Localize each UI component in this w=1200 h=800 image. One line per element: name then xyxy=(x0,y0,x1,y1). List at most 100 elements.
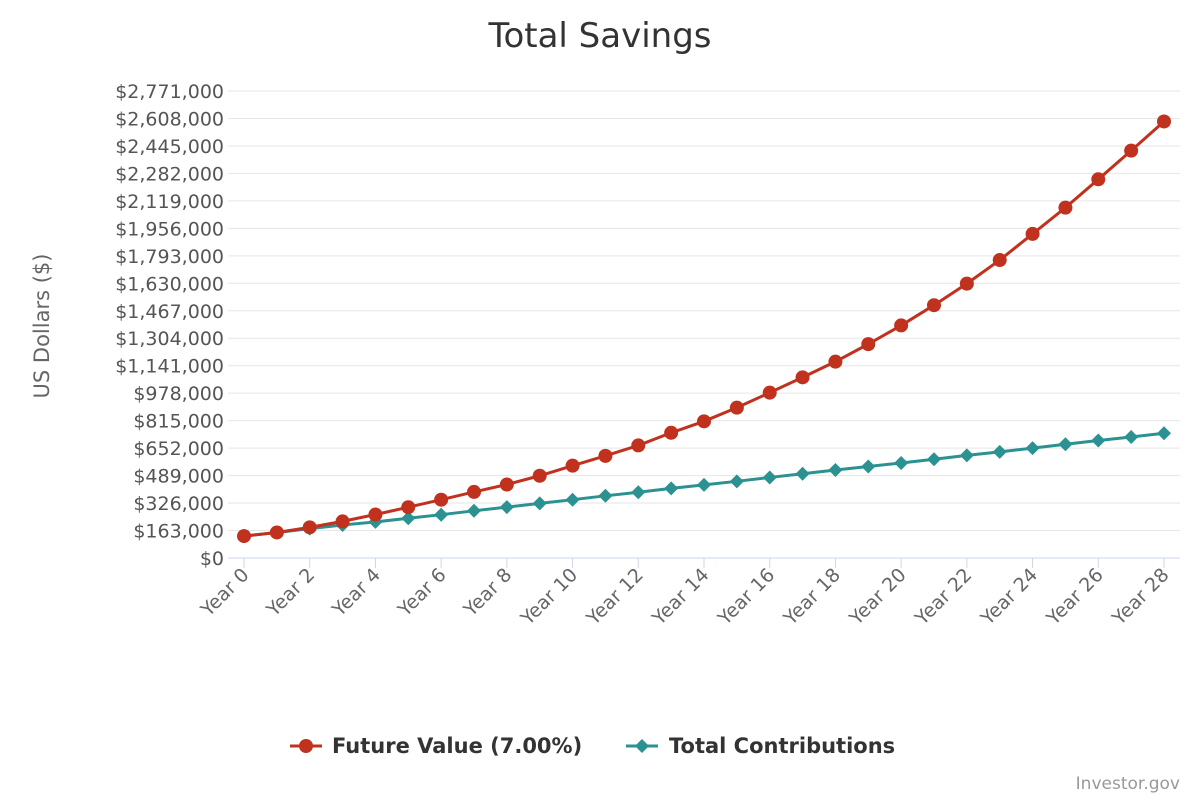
y-tick-label: $2,608,000 xyxy=(115,108,224,130)
data-point[interactable] xyxy=(664,481,679,496)
y-tick-label: $2,771,000 xyxy=(115,81,224,103)
data-point[interactable] xyxy=(532,468,547,483)
y-tick-label: $163,000 xyxy=(133,521,224,543)
y-tick-label: $978,000 xyxy=(133,383,224,405)
data-point[interactable] xyxy=(861,337,876,352)
data-point[interactable] xyxy=(467,503,481,518)
legend-marker xyxy=(299,739,313,753)
data-point[interactable] xyxy=(1124,143,1139,158)
data-point[interactable] xyxy=(894,455,909,470)
legend-item[interactable]: Future Value (7.00%) xyxy=(290,734,582,758)
x-tick-label: Year 22 xyxy=(910,564,976,630)
data-point[interactable] xyxy=(467,484,481,499)
x-axis-ticks: Year 0 Year 2 Year 4 Year 6 Year 8 Year 10 Yea… xyxy=(196,558,1174,630)
data-point[interactable] xyxy=(598,488,613,503)
data-point[interactable] xyxy=(729,400,744,415)
y-tick-label: $1,141,000 xyxy=(115,356,224,378)
x-tick-label: Year 14 xyxy=(647,564,713,630)
legend-item[interactable]: Total Contributions xyxy=(626,734,895,758)
data-point[interactable] xyxy=(434,492,449,507)
data-point[interactable] xyxy=(927,298,941,313)
data-point[interactable] xyxy=(401,511,416,526)
data-point[interactable] xyxy=(401,500,416,515)
x-tick-label: Year 6 xyxy=(393,564,451,622)
series-line xyxy=(243,120,1165,538)
data-point[interactable] xyxy=(729,474,744,489)
data-point[interactable] xyxy=(1091,433,1106,448)
data-point[interactable] xyxy=(828,463,843,478)
data-point[interactable] xyxy=(499,500,514,515)
data-point[interactable] xyxy=(565,458,580,473)
y-tick-label: $2,119,000 xyxy=(115,191,224,213)
data-point[interactable] xyxy=(959,448,974,463)
x-tick-label: Year 24 xyxy=(976,564,1042,630)
data-point[interactable] xyxy=(499,477,514,492)
legend-label: Total Contributions xyxy=(669,734,895,758)
legend-label: Future Value (7.00%) xyxy=(332,734,582,758)
data-point[interactable] xyxy=(795,466,810,481)
data-point[interactable] xyxy=(894,318,909,333)
data-point[interactable] xyxy=(1025,441,1040,456)
y-tick-label: $815,000 xyxy=(133,411,224,433)
x-tick-label: Year 10 xyxy=(516,564,582,630)
data-point[interactable] xyxy=(1025,226,1040,241)
y-tick-label: $1,630,000 xyxy=(115,273,224,295)
y-axis-ticks: $0 $163,000 $326,000 $489,000 $652,000 $815,0… xyxy=(115,81,224,570)
data-point[interactable] xyxy=(992,444,1007,459)
y-tick-label: $1,956,000 xyxy=(115,218,224,240)
data-point[interactable] xyxy=(1091,172,1106,187)
data-point[interactable] xyxy=(565,492,580,507)
x-tick-label: Year 28 xyxy=(1107,564,1173,630)
series-group xyxy=(237,114,1171,544)
y-tick-label: $2,282,000 xyxy=(115,163,224,185)
x-tick-label: Year 16 xyxy=(713,564,779,630)
data-point[interactable] xyxy=(927,452,941,467)
y-tick-label: $326,000 xyxy=(133,493,224,515)
y-tick-label: $2,445,000 xyxy=(115,136,224,158)
legend-marker xyxy=(635,739,649,753)
y-tick-label: $1,304,000 xyxy=(115,328,224,350)
data-point[interactable] xyxy=(631,485,646,500)
x-tick-label: Year 4 xyxy=(327,564,385,622)
data-point[interactable] xyxy=(368,507,383,522)
data-point[interactable] xyxy=(237,529,251,544)
credit-text[interactable]: Investor.gov xyxy=(1076,774,1180,794)
y-tick-label: $1,467,000 xyxy=(115,301,224,323)
data-point[interactable] xyxy=(828,354,843,369)
data-point[interactable] xyxy=(434,507,449,522)
data-point[interactable] xyxy=(302,520,317,535)
data-point[interactable] xyxy=(697,414,711,429)
y-tick-label: $489,000 xyxy=(133,466,224,488)
legend: Future Value (7.00%) Total Contributions xyxy=(290,734,895,758)
data-point[interactable] xyxy=(1157,114,1171,129)
data-point[interactable] xyxy=(1058,437,1073,452)
data-point[interactable] xyxy=(1124,429,1139,444)
y-tick-label: $0 xyxy=(200,548,224,570)
data-point[interactable] xyxy=(269,525,284,540)
data-point[interactable] xyxy=(664,425,679,440)
x-tick-label: Year 2 xyxy=(262,564,320,622)
data-point[interactable] xyxy=(762,385,777,400)
data-point[interactable] xyxy=(762,470,777,485)
x-tick-label: Year 26 xyxy=(1042,564,1108,630)
y-tick-label: $1,793,000 xyxy=(115,246,224,268)
data-point[interactable] xyxy=(959,276,974,291)
data-point[interactable] xyxy=(861,459,876,474)
x-tick-label: Year 8 xyxy=(459,564,517,622)
x-tick-label: Year 20 xyxy=(845,564,911,630)
data-point[interactable] xyxy=(795,370,810,385)
data-point[interactable] xyxy=(697,477,711,492)
y-tick-label: $652,000 xyxy=(133,438,224,460)
data-point[interactable] xyxy=(992,253,1007,268)
data-point[interactable] xyxy=(1157,426,1171,441)
data-point[interactable] xyxy=(532,496,547,511)
x-tick-label: Year 0 xyxy=(196,564,254,622)
data-point[interactable] xyxy=(1058,200,1073,215)
x-tick-label: Year 18 xyxy=(779,564,845,630)
data-point[interactable] xyxy=(631,438,646,453)
x-tick-label: Year 12 xyxy=(582,564,648,630)
data-point[interactable] xyxy=(598,448,613,463)
y-axis-title: US Dollars ($) xyxy=(30,254,54,399)
data-point[interactable] xyxy=(335,514,350,529)
